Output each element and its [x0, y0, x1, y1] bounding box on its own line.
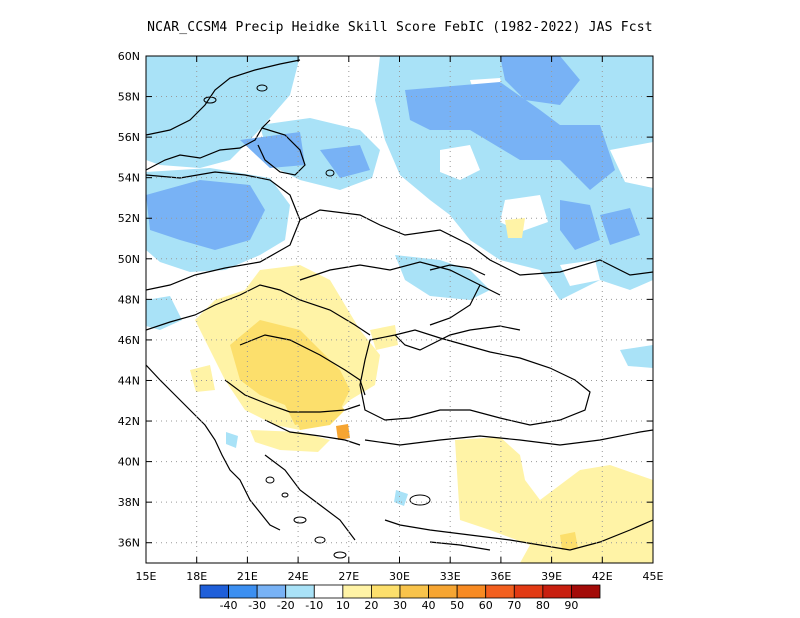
colorbar-label: 50	[450, 599, 464, 612]
colorbar-swatch	[428, 584, 458, 599]
shade-poland-mid	[146, 180, 265, 250]
lat-tick-label: 48N	[118, 293, 140, 306]
colorbar-swatch	[228, 584, 258, 599]
colorbar-label: 40	[422, 599, 436, 612]
shade-bulgaria-orange	[336, 424, 350, 440]
lat-tick-label: 44N	[118, 374, 140, 387]
colorbar-swatch	[256, 584, 287, 599]
chart-title: NCAR_CCSM4 Precip Heidke Skill Score Feb…	[147, 20, 653, 35]
colorbar-label: -20	[277, 599, 295, 612]
lat-tick-label: 52N	[118, 212, 140, 225]
lat-tick-label: 36N	[118, 537, 140, 550]
colorbar-label: 20	[364, 599, 378, 612]
colorbar-swatch	[456, 584, 487, 599]
shade-russia-mid2	[500, 56, 580, 105]
shade-scandinavia-mid	[240, 132, 305, 168]
lon-tick-label: 39E	[541, 570, 562, 583]
colorbar-swatch	[571, 584, 601, 599]
lon-tick-label: 24E	[288, 570, 309, 583]
colorbar-swatch	[399, 584, 429, 599]
hole-russia-3	[610, 142, 653, 188]
shade-fragment-light2	[226, 432, 238, 448]
coastlines-borders	[146, 59, 653, 551]
shade-russia-mid3	[560, 200, 600, 250]
colorbar-swatch	[342, 584, 372, 599]
lat-tick-label: 54N	[118, 172, 140, 185]
shade-greece-yellow	[250, 430, 330, 452]
lat-tick-label: 38N	[118, 496, 140, 509]
lon-tick-label: 21E	[237, 570, 258, 583]
colorbar-label: 90	[564, 599, 578, 612]
lon-tick-label: 30E	[389, 570, 410, 583]
colorbar-label: -40	[220, 599, 238, 612]
colorbar-swatch	[199, 584, 229, 599]
colorbar-label: 10	[336, 599, 350, 612]
colorbar-swatch	[513, 584, 544, 599]
shade-ukraine-yellow	[505, 218, 525, 238]
colorbar-label: -10	[305, 599, 323, 612]
lat-tick-label: 40N	[118, 456, 140, 469]
shade-turkey-yellow	[455, 437, 653, 563]
shade-russia-mid	[405, 82, 615, 190]
lat-tick-label: 50N	[118, 253, 140, 266]
colorbar-label: 70	[507, 599, 521, 612]
lat-tick-label: 46N	[118, 334, 140, 347]
colorbar-swatch	[485, 584, 515, 599]
shading-layer	[146, 56, 653, 563]
lon-ticks: 15E 18E 21E 24E 27E 30E 33E 36E 39E 42E 45E	[136, 56, 664, 583]
lon-tick-label: 36E	[490, 570, 511, 583]
shade-scandinavia-light	[146, 56, 300, 168]
shade-ukraine-light	[395, 255, 490, 300]
colorbar: -40 -30 -20 -10 10 20 30 40 50 60 70 80 90	[199, 584, 601, 612]
colorbar-label: 80	[536, 599, 550, 612]
lon-tick-label: 42E	[592, 570, 613, 583]
colorbar-label: -30	[248, 599, 266, 612]
colorbar-swatch	[285, 584, 315, 599]
shade-turkey-yellow2	[560, 532, 578, 550]
lat-tick-label: 42N	[118, 415, 140, 428]
lon-tick-label: 15E	[136, 570, 157, 583]
colorbar-swatch	[313, 584, 344, 599]
hole-russia-4	[560, 260, 600, 286]
shade-fragment-light3	[394, 490, 408, 506]
lon-tick-label: 27E	[338, 570, 359, 583]
colorbar-label: 30	[393, 599, 407, 612]
lon-tick-label: 33E	[440, 570, 461, 583]
lat-tick-label: 60N	[118, 50, 140, 63]
lat-tick-label: 58N	[118, 91, 140, 104]
islands-lakes	[203, 84, 431, 559]
colorbar-swatch	[542, 584, 572, 599]
colorbar-label: 60	[479, 599, 493, 612]
colorbar-swatch	[371, 584, 401, 599]
lon-tick-label: 18E	[186, 570, 207, 583]
lat-ticks: 36N 38N 40N 42N 44N 46N 48N 50N 52N 54N 56N 58N 60N	[118, 50, 653, 550]
lon-tick-label: 45E	[643, 570, 664, 583]
shade-fragment-light1	[620, 345, 653, 368]
lat-tick-label: 56N	[118, 131, 140, 144]
shade-baltic-mid	[320, 145, 370, 178]
shade-russia-mid4	[600, 208, 640, 245]
